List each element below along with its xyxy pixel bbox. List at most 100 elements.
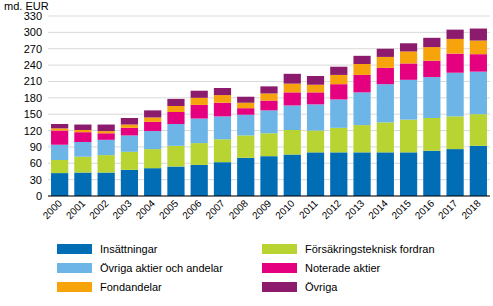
bar-segment bbox=[260, 86, 277, 93]
x-tick-label: 2008 bbox=[227, 197, 251, 221]
bar-segment bbox=[51, 160, 68, 173]
bar-segment bbox=[98, 133, 115, 140]
bar-segment bbox=[330, 128, 347, 153]
bar-segment bbox=[98, 125, 115, 132]
bar-segment bbox=[74, 125, 91, 130]
x-tick-label: 2004 bbox=[134, 197, 158, 221]
bar-segment bbox=[98, 155, 115, 172]
bar-segment bbox=[400, 152, 417, 196]
bar-segment bbox=[74, 157, 91, 173]
legend-label: Noterade aktier bbox=[305, 262, 381, 274]
bar-segment bbox=[423, 77, 440, 118]
bar-segment bbox=[353, 152, 370, 196]
bar-segment bbox=[446, 73, 463, 117]
bar-segment bbox=[400, 63, 417, 79]
bar-segment bbox=[144, 149, 161, 168]
bar-segment bbox=[353, 125, 370, 152]
bars bbox=[51, 29, 487, 196]
bar-segment bbox=[284, 84, 301, 93]
bar-segment bbox=[98, 131, 115, 133]
bar-segment bbox=[470, 29, 487, 41]
x-tick-label: 2009 bbox=[250, 197, 274, 221]
bar-segment bbox=[377, 68, 394, 84]
bar-segment bbox=[74, 132, 91, 142]
bar-segment bbox=[191, 143, 208, 165]
legend-label: Övriga bbox=[305, 281, 338, 293]
bar-segment bbox=[423, 151, 440, 196]
legend-swatch bbox=[262, 244, 297, 254]
bar-segment bbox=[167, 167, 184, 196]
bar-segment bbox=[470, 54, 487, 71]
bar-segment bbox=[191, 98, 208, 105]
chart: md. EUR030609012015018021024027030033020… bbox=[0, 0, 493, 306]
bar-segment bbox=[98, 140, 115, 155]
x-tick-label: 2013 bbox=[343, 197, 367, 221]
bar-segment bbox=[353, 56, 370, 64]
x-tick-label: 2011 bbox=[297, 197, 320, 220]
bar-segment bbox=[260, 93, 277, 100]
bar-segment bbox=[237, 158, 254, 196]
x-tick-label: 2001 bbox=[64, 197, 88, 221]
bar-segment bbox=[377, 122, 394, 152]
x-tick-label: 2006 bbox=[180, 197, 204, 221]
y-tick-label: 300 bbox=[24, 26, 42, 38]
x-tick-label: 2000 bbox=[41, 197, 65, 221]
bar-segment bbox=[470, 114, 487, 146]
bar-segment bbox=[191, 165, 208, 196]
bar-segment bbox=[377, 57, 394, 68]
y-tick-label: 120 bbox=[24, 125, 42, 137]
bar-segment bbox=[377, 152, 394, 196]
bar-segment bbox=[121, 152, 138, 170]
bar-segment bbox=[470, 41, 487, 55]
x-tick-label: 2003 bbox=[110, 197, 134, 221]
y-tick-label: 60 bbox=[30, 157, 42, 169]
bar-segment bbox=[121, 118, 138, 125]
x-tick-label: 2016 bbox=[413, 197, 437, 221]
bar-segment bbox=[377, 84, 394, 122]
x-tick-label: 2010 bbox=[273, 197, 297, 221]
bar-segment bbox=[284, 130, 301, 155]
y-tick-label: 0 bbox=[36, 190, 42, 202]
x-tick-label: 2012 bbox=[320, 197, 344, 221]
bar-segment bbox=[446, 54, 463, 73]
bar-segment bbox=[400, 120, 417, 153]
bar-segment bbox=[470, 146, 487, 196]
grid-line bbox=[48, 16, 490, 17]
bar-segment bbox=[400, 43, 417, 51]
bar-segment bbox=[353, 92, 370, 125]
bar-segment bbox=[260, 156, 277, 196]
bar-segment bbox=[144, 110, 161, 117]
bar-segment bbox=[51, 128, 68, 130]
bar-segment bbox=[167, 124, 184, 146]
bar-segment bbox=[74, 130, 91, 132]
bar-segment bbox=[284, 92, 301, 105]
bar-segment bbox=[260, 133, 277, 156]
bar-segment bbox=[144, 168, 161, 196]
x-tick-label: 2014 bbox=[366, 197, 390, 221]
legend-label: Försäkringsteknisk fordran bbox=[305, 243, 435, 255]
bar-segment bbox=[144, 117, 161, 121]
bar-segment bbox=[167, 112, 184, 124]
x-tick-label: 2015 bbox=[389, 197, 413, 221]
y-tick-label: 330 bbox=[24, 10, 42, 22]
bar-segment bbox=[74, 142, 91, 157]
bar-segment bbox=[167, 99, 184, 106]
bar-segment bbox=[446, 30, 463, 39]
bar-segment bbox=[423, 118, 440, 151]
y-tick-label: 180 bbox=[24, 92, 42, 104]
bar-segment bbox=[237, 108, 254, 115]
bar-segment bbox=[330, 99, 347, 127]
legend-swatch bbox=[262, 282, 297, 292]
bar-segment bbox=[51, 124, 68, 128]
bar-segment bbox=[98, 173, 115, 196]
bar-segment bbox=[284, 74, 301, 84]
legend-swatch bbox=[57, 244, 92, 254]
bar-segment bbox=[237, 115, 254, 136]
legend-swatch bbox=[57, 282, 92, 292]
bar-segment bbox=[121, 170, 138, 196]
legend-swatch bbox=[57, 263, 92, 273]
bar-segment bbox=[307, 131, 324, 153]
bar-segment bbox=[330, 75, 347, 84]
bar-segment bbox=[144, 131, 161, 149]
legend-swatch bbox=[262, 263, 297, 273]
